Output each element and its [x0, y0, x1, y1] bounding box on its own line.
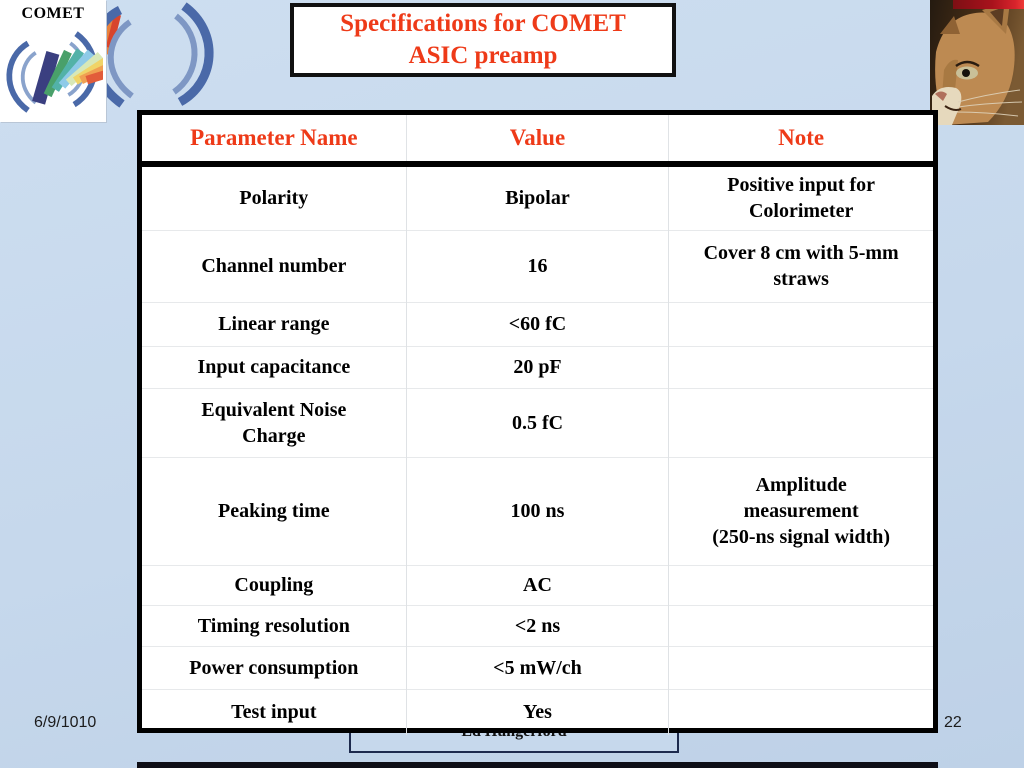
comet-logo-text: COMET	[21, 5, 85, 22]
table-row: Polarity Bipolar Positive input for Colo…	[142, 164, 933, 230]
param-cell: Timing resolution	[142, 604, 407, 646]
table-row: Coupling AC	[142, 564, 933, 605]
table-row: Linear range <60 fC	[142, 301, 933, 346]
param-cell: Polarity	[142, 164, 407, 230]
value-cell: <5 mW/ch	[405, 645, 670, 689]
value-cell: <60 fC	[405, 301, 670, 346]
note-cell	[668, 345, 933, 388]
note-cell: Positive input for Colorimeter	[668, 164, 933, 230]
comet-logo-icon	[6, 31, 103, 113]
note-cell	[668, 604, 933, 646]
background-swoosh-icon	[88, 2, 214, 108]
table-row: Channel number 16 Cover 8 cm with 5-mm s…	[142, 229, 933, 302]
note-cell	[668, 688, 933, 735]
title-box: Specifications for COMET ASIC preamp	[290, 3, 676, 77]
table-row: Input capacitance 20 pF	[142, 345, 933, 388]
note-cell: Cover 8 cm with 5-mm straws	[668, 229, 933, 302]
photo-red-bar	[953, 0, 1024, 9]
value-cell: <2 ns	[405, 604, 670, 646]
value-cell: AC	[405, 564, 670, 605]
note-cell	[668, 645, 933, 689]
title-line-1: Specifications for COMET	[340, 9, 626, 37]
table-row: Timing resolution <2 ns	[142, 604, 933, 646]
value-cell: 20 pF	[405, 345, 670, 388]
table-row: Test input Yes	[142, 688, 933, 735]
param-cell: Input capacitance	[142, 345, 407, 388]
note-cell: Amplitude measurement (250-ns signal wid…	[668, 456, 933, 565]
param-cell: Linear range	[142, 301, 407, 346]
header-note: Note	[668, 115, 933, 167]
param-cell: Coupling	[142, 564, 407, 605]
table-row: Power consumption <5 mW/ch	[142, 645, 933, 689]
spec-table: Parameter Name Value Note Polarity Bipol…	[137, 110, 938, 735]
param-cell: Channel number	[142, 229, 407, 302]
bottom-bar	[137, 762, 938, 768]
header-value: Value	[405, 115, 670, 167]
param-cell: Power consumption	[142, 645, 407, 689]
table-row: Equivalent Noise Charge 0.5 fC	[142, 387, 933, 457]
value-cell: 100 ns	[405, 456, 670, 565]
param-cell: Peaking time	[142, 456, 407, 565]
page-number: 22	[944, 714, 962, 731]
note-cell	[668, 301, 933, 346]
table-row: Peaking time 100 ns Amplitude measuremen…	[142, 456, 933, 565]
table-header-row: Parameter Name Value Note	[142, 115, 933, 167]
footer-date: 6/9/1010	[34, 714, 97, 731]
value-cell: 16	[405, 229, 670, 302]
param-cell: Equivalent Noise Charge	[142, 387, 407, 457]
header-parameter-name: Parameter Name	[142, 115, 407, 167]
comet-logo-card: COMET	[0, 0, 106, 122]
note-cell	[668, 564, 933, 605]
value-cell: Bipolar	[405, 164, 670, 230]
cougar-photo	[930, 0, 1024, 125]
param-cell: Test input	[142, 688, 407, 735]
value-cell: 0.5 fC	[405, 387, 670, 457]
title-line-2: ASIC preamp	[408, 42, 558, 69]
value-cell: Yes	[405, 688, 670, 735]
note-cell	[668, 387, 933, 457]
